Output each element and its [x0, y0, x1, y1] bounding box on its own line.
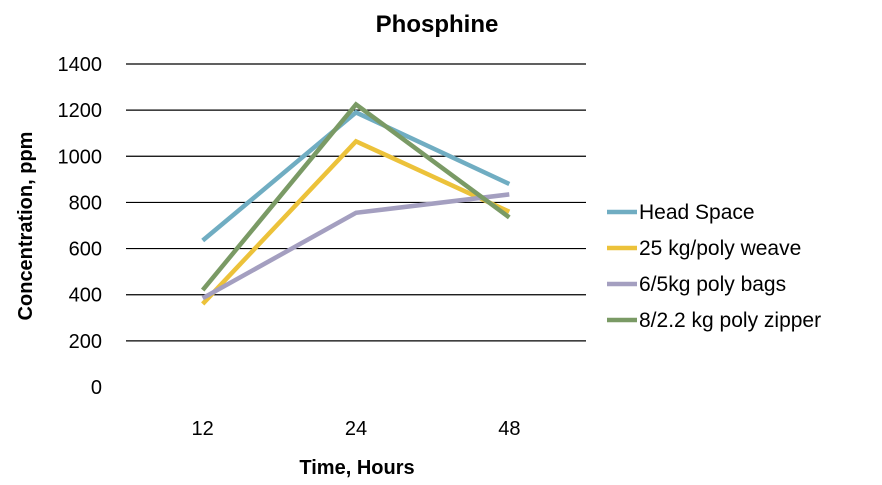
legend-item: 25 kg/poly weave	[607, 237, 801, 260]
legend-label: 25 kg/poly weave	[639, 237, 801, 260]
series-line-3	[201, 192, 510, 301]
series-lines	[200, 101, 511, 306]
y-axis-ticks: 0 200 400 600 800 1000 1200 1400	[58, 54, 103, 399]
y-tick-label: 600	[69, 239, 102, 261]
chart-title: Phosphine	[376, 11, 499, 38]
legend-item: 6/5kg poly bags	[607, 273, 786, 296]
x-axis-title: Time, Hours	[299, 457, 414, 479]
x-tick-label: 24	[345, 418, 367, 440]
legend-item: Head Space	[607, 201, 755, 224]
legend-item: 8/2.2 kg poly zipper	[607, 309, 821, 332]
x-axis-ticks: 12 24 48	[192, 418, 521, 440]
y-tick-label: 1000	[58, 146, 103, 168]
legend: Head Space 25 kg/poly weave 6/5kg poly bag…	[607, 201, 821, 332]
legend-label: 6/5kg poly bags	[639, 273, 786, 296]
y-tick-label: 0	[91, 377, 102, 399]
legend-label: 8/2.2 kg poly zipper	[639, 309, 821, 332]
series-line-4	[200, 101, 511, 292]
y-tick-label: 400	[69, 285, 102, 307]
legend-label: Head Space	[639, 201, 755, 224]
y-tick-label: 200	[69, 331, 102, 353]
y-tick-label: 1400	[58, 54, 103, 76]
series-line-2	[201, 138, 511, 306]
x-tick-label: 48	[498, 418, 520, 440]
y-tick-label: 800	[69, 192, 102, 214]
y-tick-label: 1200	[58, 100, 103, 122]
y-axis-title: Concentration, ppm	[15, 132, 37, 321]
series-line-1	[201, 109, 511, 243]
x-tick-label: 12	[192, 418, 214, 440]
